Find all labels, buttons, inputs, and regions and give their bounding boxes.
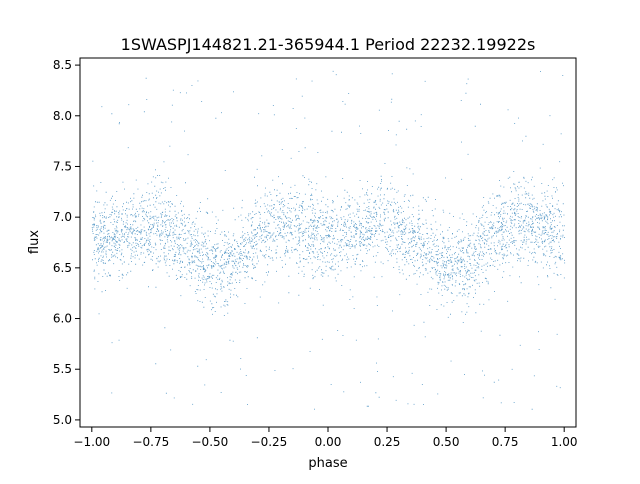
y-tick-label: 8.0 xyxy=(53,109,72,123)
x-tick-label: −0.25 xyxy=(251,435,288,449)
scatter-points xyxy=(91,70,566,410)
y-tick-label: 8.5 xyxy=(53,58,72,72)
y-axis: 5.0 5.5 6.0 6.5 7.0 7.5 8.0 8.5 xyxy=(53,58,80,427)
x-axis-label: phase xyxy=(308,456,347,471)
y-tick-label: 6.0 xyxy=(53,312,72,326)
x-tick-label: 1.00 xyxy=(551,435,578,449)
x-tick-label: 0.00 xyxy=(315,435,342,449)
x-tick-label: 0.25 xyxy=(374,435,401,449)
y-tick-label: 7.0 xyxy=(53,210,72,224)
x-tick-label: −0.50 xyxy=(192,435,229,449)
x-tick-label: −1.00 xyxy=(73,435,110,449)
data-points xyxy=(91,70,566,410)
plot-frame xyxy=(79,57,577,428)
y-tick-label: 5.5 xyxy=(53,362,72,376)
y-axis-label: flux xyxy=(27,230,42,254)
x-axis: −1.00 −0.75 −0.50 −0.25 0.00 0.25 0.50 0.75 1.00 xyxy=(73,427,578,449)
x-tick-label: −0.75 xyxy=(132,435,169,449)
chart-title: 1SWASPJ144821.21-365944.1 Period 22232.1… xyxy=(121,35,536,54)
x-tick-label: 0.50 xyxy=(433,435,460,449)
y-tick-label: 6.5 xyxy=(53,261,72,275)
y-tick-label: 7.5 xyxy=(53,159,72,173)
x-tick-label: 0.75 xyxy=(492,435,519,449)
y-tick-label: 5.0 xyxy=(53,413,72,427)
